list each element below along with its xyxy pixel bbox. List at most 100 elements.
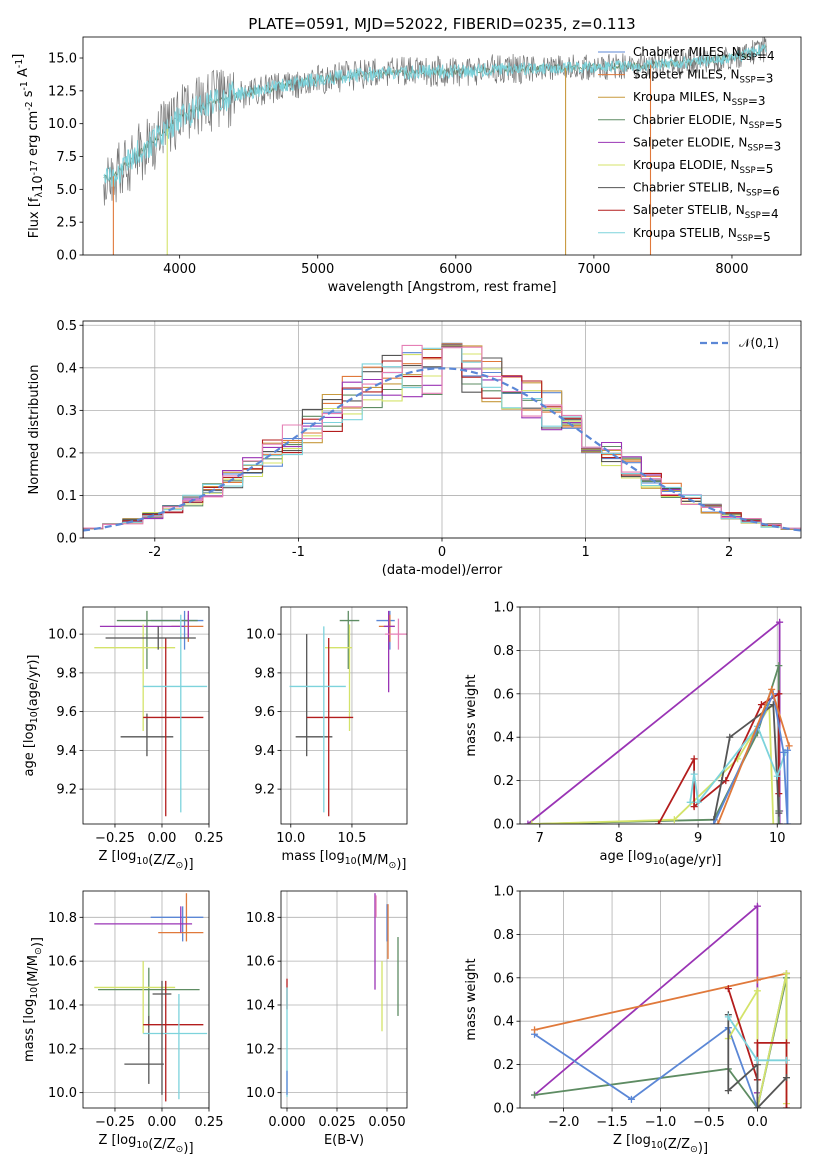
y-tick-label: 10.0 [48,628,77,643]
axis-labels: 0.000 0.025 0.050 10.0 10.2 10.4 10.6 10.8 E(B-V… [246,911,406,1148]
y-tick-label: 0.2 [56,446,77,461]
grid [281,607,407,824]
x-axis-label: Z [log10(Z/Z⊙)] [613,1133,708,1156]
marker-plus [627,1095,635,1103]
y-tick-label: 9.6 [56,705,77,720]
panel-spectrum: 4000 5000 6000 7000 8000 0.0 2.5 5.0 7.5 10.0 12.5… [11,15,802,295]
mass-weight-series [727,973,788,1108]
marker-plus [753,976,761,984]
x-tick-label: 8000 [715,262,748,277]
x-tick-label: 8 [615,831,623,846]
x-axis-label: mass [log10(M/M⊙)] [282,849,407,872]
y-tick-label: 15.0 [48,52,77,67]
y-tick-label: 0.0 [56,532,77,547]
y-tick-label: 0.1 [56,489,77,504]
marker-plus [782,969,790,977]
y-tick-label: 2.5 [56,216,77,231]
grid [83,607,210,824]
plot-area [531,902,790,1108]
y-tick-label: 10.0 [246,628,275,643]
plot-area [524,618,793,824]
errorbar-point [124,1015,164,1084]
y-tick-label: 0.4 [493,731,514,746]
marker-plus [724,985,732,993]
panel-weight-vs-age: 7 8 9 10 0.0 0.2 0.4 0.6 0.8 1.0 age [log10(age/yr… [464,601,802,868]
errorbar-point [94,906,193,933]
x-tick-label: −0.25 [95,831,135,846]
axes-frame [519,606,802,825]
legend-label: Salpeter ELODIE, NSSP=3 [633,135,781,153]
panel-residuals: -2 -1 0 1 2 0.0 0.1 0.2 0.3 0.4 0.5 (data-model)/er… [27,319,802,578]
y-tick-label: 0.4 [56,361,77,376]
y-tick-label: 10.6 [48,955,77,970]
legend-label: Kroupa MILES, NSSP=3 [633,90,766,108]
errorbar-point [105,626,196,650]
axis-labels: 4000 5000 6000 7000 8000 0.0 2.5 5.0 7.5 10.0 12.5… [11,15,782,295]
y-tick-label: 0.4 [493,1015,514,1030]
errorbar-point [94,961,176,1034]
marker-plus [769,820,777,824]
marker-plus [690,755,698,763]
marker-plus [710,820,718,824]
y-tick-label: 10.0 [246,1086,275,1101]
marker-plus [753,902,761,910]
marker-plus [690,803,698,811]
x-tick-label: −0.5 [693,1115,725,1130]
y-tick-label: 9.6 [254,705,275,720]
x-tick-label: 0.000 [268,1115,305,1130]
x-tick-label: 0 [438,545,446,560]
plot-area [94,893,208,1102]
x-tick-label: 10.5 [337,831,366,846]
legend-label: Kroupa ELODIE, NSSP=5 [633,158,773,176]
marker-plus [694,798,702,806]
y-tick-label: 9.8 [56,666,77,681]
axis-labels: −2.0 −1.5 −1.0 −0.5 0.0 0.0 0.2 0.4 0.6 0.8 1.0 Z [… [464,885,768,1157]
y-tick-label: 0.2 [493,1058,514,1073]
y-axis-label: mass [log10(M/M⊙)] [22,937,45,1062]
y-tick-label: 10.6 [246,955,275,970]
axis-labels: 10.0 10.5 9.2 9.4 9.6 9.8 10.0 mass [log10(M/M⊙… [246,628,406,872]
x-tick-label: 5000 [301,262,334,277]
y-tick-label: 10.8 [246,911,275,926]
errorbar-point [306,638,354,817]
panel-age-vs-mass: 10.0 10.5 9.2 9.4 9.6 9.8 10.0 mass [log10(M/M⊙… [246,606,408,872]
legend-label: Salpeter MILES, NSSP=3 [633,68,773,86]
axis-labels: −0.25 0.00 0.25 9.2 9.4 9.6 9.8 10.0 Z [log10(Z/… [22,628,223,872]
y-tick-label: 9.2 [254,783,275,798]
x-tick-label: 10.0 [276,831,305,846]
axes-frame [280,890,408,1109]
x-tick-label: 0.00 [148,1115,177,1130]
legend-label: Chabrier ELODIE, NSSP=5 [633,113,782,131]
marker-plus [784,746,792,754]
panel-age-vs-Z: −0.25 0.00 0.25 9.2 9.4 9.6 9.8 10.0 Z [log10(Z/… [22,606,223,872]
marker-plus [785,742,793,750]
panel-weight-vs-Z: −2.0 −1.5 −1.0 −0.5 0.0 0.0 0.2 0.4 0.6 0.8 1.0 Z [… [464,885,802,1157]
marker-plus [753,1039,761,1047]
errorbar-point [94,624,176,731]
marker-plus [724,1087,732,1095]
marker-plus [773,772,781,780]
marker-plus [776,618,784,626]
marker-plus [718,777,726,785]
panel-mass-vs-ebv: 0.000 0.025 0.050 10.0 10.2 10.4 10.6 10.8 E(B-V… [246,890,408,1148]
y-tick-label: 10.4 [246,998,275,1013]
x-tick-label: 10 [769,831,786,846]
x-tick-label: 1 [581,545,589,560]
y-tick-label: 0.0 [493,1102,514,1117]
axes-frame [82,890,210,1109]
marker-plus [690,770,698,778]
marker-plus [726,733,734,741]
y-tick-label: 7.5 [56,150,77,165]
x-tick-label: 0.025 [318,1115,355,1130]
marker-plus [714,820,722,824]
x-axis-label: Z [log10(Z/Z⊙)] [98,1133,193,1156]
legend: 𝒩(0,1) [700,336,779,350]
y-tick-label: 10.2 [48,1042,77,1057]
y-tick-label: 0.3 [56,404,77,419]
panel-mass-vs-Z: −0.25 0.00 0.25 10.0 10.2 10.4 10.6 10.8 Z [log1… [22,890,223,1156]
marker-plus [528,820,536,824]
axes-frame [280,606,408,825]
axis-labels: -2 -1 0 1 2 0.0 0.1 0.2 0.3 0.4 0.5 (data-model)/er… [27,319,779,578]
y-tick-label: 1.0 [493,601,514,616]
